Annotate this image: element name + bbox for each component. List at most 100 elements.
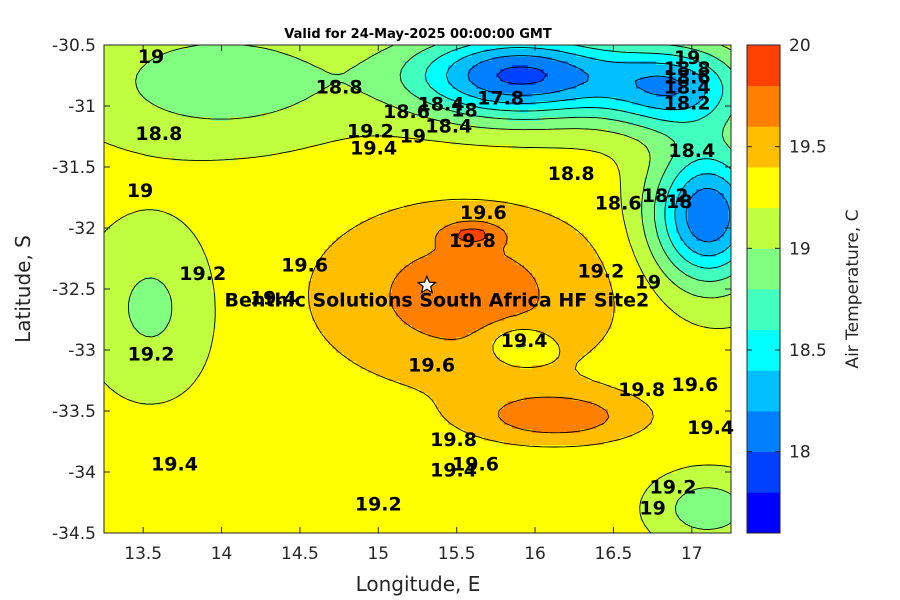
colorbar-frame (746, 44, 781, 534)
contour-label: 19.6 (452, 453, 499, 475)
y-tick-label: -30.5 (52, 36, 96, 56)
contour-label: 19.6 (672, 374, 719, 396)
contour-labels: 1918.818.81919.219.418.618.41818.41917.8… (127, 46, 734, 519)
contour-line-18 (496, 66, 547, 85)
contour-label: 19.6 (281, 255, 328, 277)
colorbar-swatch (747, 329, 780, 371)
contour-line-19-4 (308, 198, 654, 448)
contour-label: 19 (400, 125, 426, 147)
colorbar-tick-label: 18.5 (789, 341, 827, 361)
y-tick-label: -32.5 (52, 280, 96, 300)
colorbar-swatch (747, 492, 780, 534)
contour-label: 19 (138, 46, 164, 68)
chart-title: Valid for 24-May-2025 00:00:00 GMT (284, 27, 552, 42)
colorbar-swatch (747, 207, 780, 249)
x-tick-label: 13.5 (124, 544, 162, 564)
y-tick-label: -32 (68, 219, 96, 239)
colorbar-swatch (747, 411, 780, 453)
colorbar-label: Air Temperature, C (843, 209, 863, 368)
contour-label: 18.6 (664, 67, 711, 89)
colorbar-swatch (747, 248, 780, 290)
contour-plot-area: 13.5 14 14.5 15 15.5 16 16.5 17 -30.5-31-31.5-3… (52, 36, 734, 564)
contour-label: 18.4 (425, 116, 472, 138)
contour-line-18-4 (445, 47, 731, 257)
contour-label: 18 (451, 100, 477, 122)
colorbar-tick-label: 19.5 (789, 138, 827, 158)
contour-label: 19.6 (408, 355, 455, 377)
contour-label: 19.4 (687, 417, 734, 439)
y-tick-label: -31.5 (52, 158, 96, 178)
colorbar-swatch (747, 451, 780, 493)
contour-label: 18.2 (642, 185, 689, 207)
x-tick-label: 15 (367, 544, 389, 564)
y-tick-label: -33.5 (52, 402, 96, 422)
y-tick-label: -33 (68, 341, 96, 361)
x-tick-label: 17 (681, 544, 703, 564)
y-axis-label: Latitude, S (11, 235, 35, 343)
y-axis-ticks: -30.5 -31 -31.5 -32 -32.5 -33 -33.5 -34 -34.5 (52, 36, 731, 544)
colorbar-tick-label: 18 (789, 443, 811, 463)
colorbar-swatch (747, 167, 780, 209)
contour-label: 19.4 (501, 330, 548, 352)
contour-line-19-6 (389, 220, 610, 434)
y-tick-label: -34 (68, 463, 96, 483)
contour-label: 18.8 (664, 58, 711, 80)
contour-label: 19.4 (350, 137, 397, 159)
colorbar-swatch (747, 85, 780, 127)
x-tick-label: 14.5 (281, 544, 319, 564)
contour-label: 18.4 (668, 140, 715, 162)
contour-label: 18.4 (418, 94, 465, 116)
contour-label: 19 (639, 497, 665, 519)
station-marker-group: Benthic Solutions South Africa HF Site2 (225, 274, 650, 311)
colorbar-swatches (747, 45, 780, 534)
station-star-icon (416, 274, 438, 294)
x-tick-label: 14 (211, 544, 233, 564)
station-label: Benthic Solutions South Africa HF Site2 (225, 289, 650, 311)
contour-label: 19.2 (577, 261, 624, 283)
contour-label: 19.2 (179, 263, 226, 285)
contour-label: 19.2 (355, 494, 402, 516)
contour-label: 17.8 (477, 87, 524, 109)
contour-label: 18.2 (664, 92, 711, 114)
colorbar-swatch (747, 370, 780, 412)
colorbar-ticks: 18 18.5 19 19.5 20 (747, 36, 827, 463)
colorbar-tick-label: 19 (789, 239, 811, 259)
colorbar-swatch (747, 126, 780, 168)
contour-line-layer (104, 45, 731, 533)
contour-label: 19.4 (250, 288, 297, 310)
contour-label: 19.4 (430, 460, 477, 482)
contour-label: 19 (635, 272, 661, 294)
contour-label: 19.6 (460, 202, 507, 224)
colorbar: 18 18.5 19 19.5 20 Air Temperature, C (746, 36, 863, 534)
contour-line-18-2 (467, 55, 731, 243)
contour-label: 18.6 (383, 101, 430, 123)
contour-line-19 (127, 45, 731, 530)
y-tick-label: -34.5 (52, 524, 96, 544)
contour-label: 19.8 (430, 429, 477, 451)
contour-label: 18.8 (135, 123, 182, 145)
contour-line-19-2 (104, 135, 731, 533)
contour-label: 19.8 (449, 230, 496, 252)
contour-label: 19 (127, 180, 153, 202)
x-tick-label: 16.5 (595, 544, 633, 564)
contour-label: 19.2 (650, 477, 697, 499)
contour-label: 18.6 (595, 192, 642, 214)
contour-label: 19.8 (618, 379, 665, 401)
colorbar-swatch (747, 289, 780, 331)
x-axis-ticks: 13.5 14 14.5 15 15.5 16 16.5 17 (124, 45, 703, 564)
contour-label: 18.8 (548, 163, 595, 185)
y-tick-label: -31 (68, 97, 96, 117)
colorbar-tick-label: 20 (789, 36, 811, 56)
contour-line-19-8 (457, 228, 487, 243)
x-tick-label: 16 (524, 544, 546, 564)
contour-line-18-8 (399, 45, 731, 282)
contour-label: 19.2 (128, 344, 175, 366)
contour-label: 19 (674, 47, 700, 69)
contour-label: 18.4 (664, 76, 711, 98)
x-tick-label: 15.5 (438, 544, 476, 564)
contour-label: 19.4 (151, 453, 198, 475)
x-axis-label: Longitude, E (356, 572, 481, 596)
colorbar-swatch (747, 45, 780, 87)
contour-label: 18.8 (316, 76, 363, 98)
